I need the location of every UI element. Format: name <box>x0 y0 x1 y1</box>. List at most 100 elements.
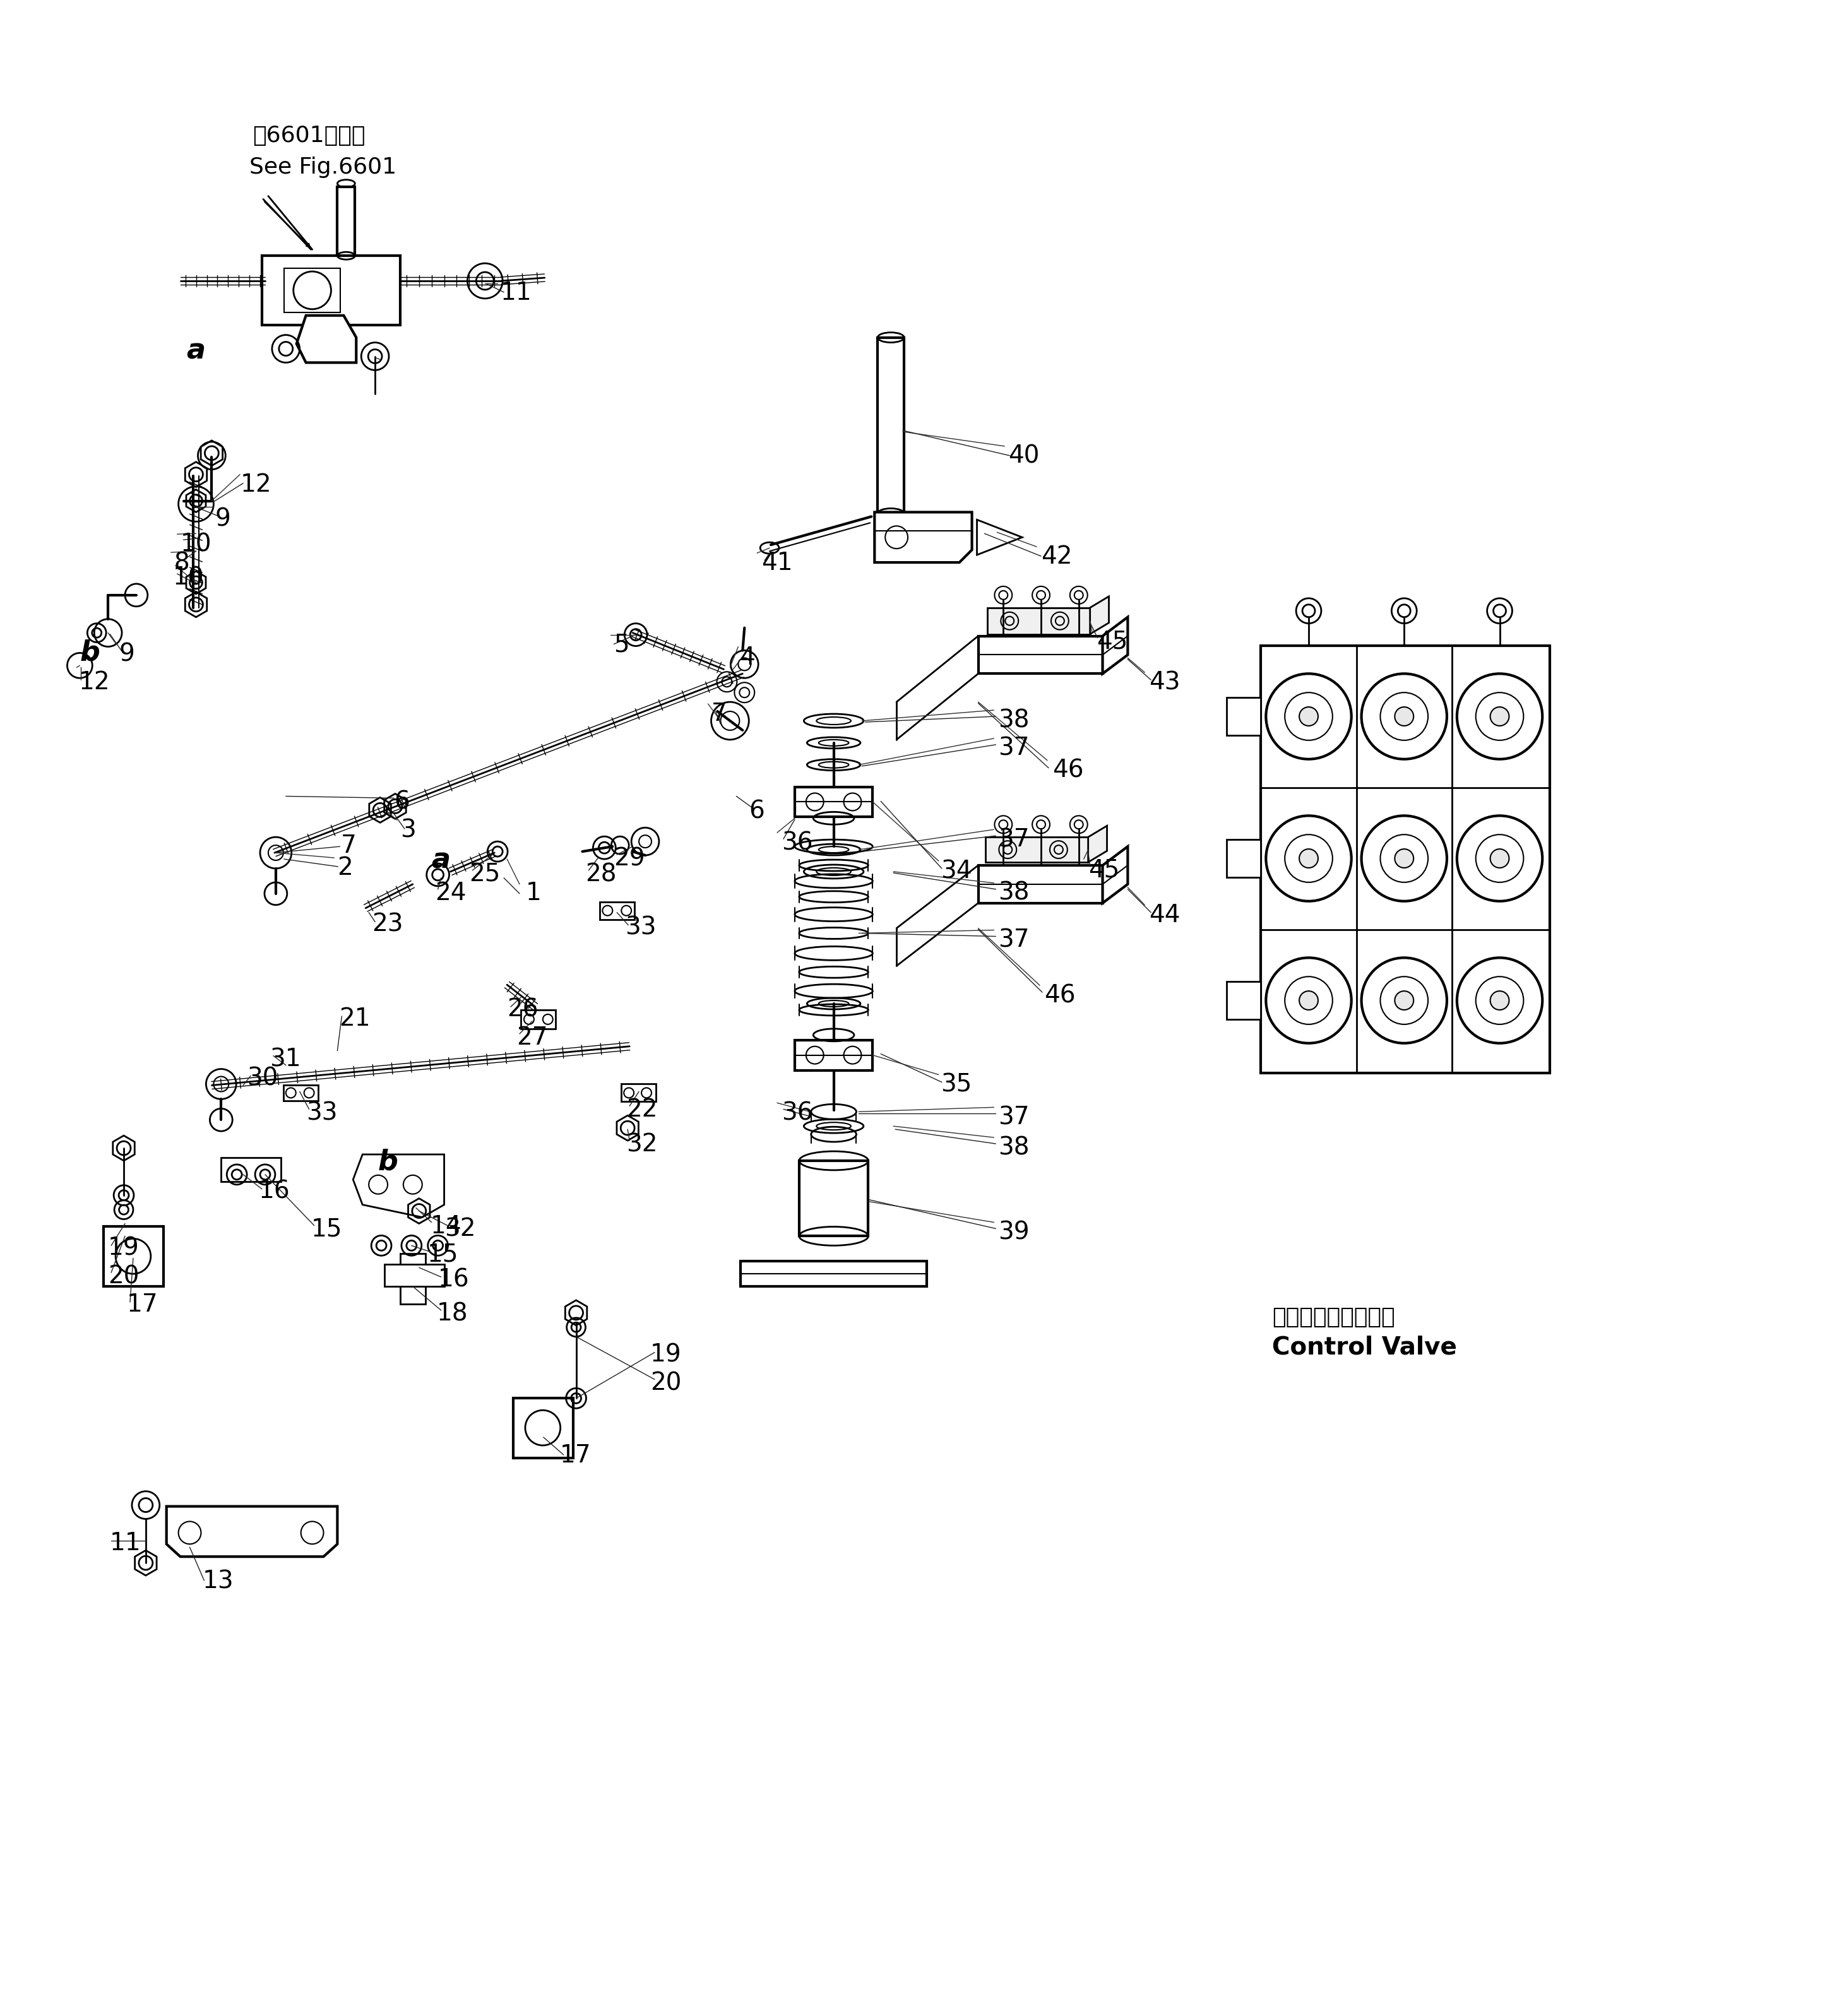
Circle shape <box>1489 849 1510 867</box>
Text: 39: 39 <box>998 1220 1030 1244</box>
Polygon shape <box>1103 847 1129 903</box>
Bar <box>1260 645 1550 1073</box>
Text: 31: 31 <box>269 1048 300 1073</box>
Polygon shape <box>874 512 973 562</box>
Text: 1: 1 <box>526 881 542 905</box>
Text: 45: 45 <box>1088 857 1119 881</box>
Text: 9: 9 <box>119 643 134 665</box>
Text: 4: 4 <box>740 645 755 669</box>
Text: 45: 45 <box>1096 629 1127 653</box>
Text: 29: 29 <box>614 847 645 871</box>
Bar <box>262 256 399 325</box>
Bar <box>601 901 634 919</box>
Bar <box>1226 982 1260 1020</box>
Bar <box>222 1157 280 1181</box>
Polygon shape <box>167 1506 337 1556</box>
Text: 28: 28 <box>586 863 617 887</box>
Text: 6: 6 <box>394 790 410 814</box>
Text: 37: 37 <box>998 1105 1030 1129</box>
Bar <box>1226 839 1260 877</box>
Polygon shape <box>978 635 1103 673</box>
Text: 10: 10 <box>180 532 213 556</box>
Text: a: a <box>187 337 205 365</box>
Text: b: b <box>377 1149 398 1175</box>
Text: 10: 10 <box>172 566 203 589</box>
Text: 7: 7 <box>341 835 355 859</box>
Text: 3: 3 <box>399 818 416 843</box>
Text: 25: 25 <box>469 863 500 887</box>
Text: 32: 32 <box>443 1218 476 1242</box>
Bar <box>520 1010 555 1028</box>
Text: 38: 38 <box>998 708 1030 732</box>
Bar <box>1226 698 1260 736</box>
Text: 37: 37 <box>998 927 1030 952</box>
Polygon shape <box>976 520 1022 554</box>
Text: 32: 32 <box>627 1133 658 1157</box>
Text: 6: 6 <box>749 800 764 823</box>
Text: 37: 37 <box>998 736 1030 760</box>
Text: a: a <box>432 847 451 873</box>
Text: 12: 12 <box>240 472 271 496</box>
Bar <box>385 1264 443 1286</box>
Text: 33: 33 <box>625 915 656 939</box>
Text: 9: 9 <box>214 508 231 530</box>
Polygon shape <box>986 837 1088 863</box>
Text: 16: 16 <box>258 1179 289 1204</box>
Bar <box>621 1085 656 1101</box>
Bar <box>284 268 341 312</box>
Polygon shape <box>297 314 355 363</box>
Text: 17: 17 <box>126 1292 158 1316</box>
Text: 12: 12 <box>79 671 110 696</box>
Text: 20: 20 <box>650 1371 682 1395</box>
Polygon shape <box>987 607 1090 635</box>
Text: 7: 7 <box>711 702 727 726</box>
Text: 17: 17 <box>561 1443 592 1468</box>
Text: 15: 15 <box>427 1242 458 1266</box>
Text: 5: 5 <box>614 633 630 657</box>
Bar <box>878 337 903 514</box>
Text: See Fig.6601: See Fig.6601 <box>249 157 396 177</box>
Text: 38: 38 <box>998 881 1030 905</box>
Text: 38: 38 <box>998 1135 1030 1159</box>
Text: 41: 41 <box>762 550 793 575</box>
Text: 22: 22 <box>627 1099 658 1121</box>
Circle shape <box>1394 849 1414 867</box>
Text: 13: 13 <box>202 1568 234 1593</box>
Text: コントロールバルブ: コントロールバルブ <box>1271 1306 1396 1329</box>
Text: 11: 11 <box>110 1532 141 1556</box>
Text: 21: 21 <box>339 1006 370 1030</box>
Bar <box>513 1399 573 1458</box>
Circle shape <box>1489 992 1510 1010</box>
Text: 30: 30 <box>247 1066 278 1091</box>
Text: 35: 35 <box>940 1073 971 1097</box>
Text: 40: 40 <box>1008 444 1039 468</box>
Text: 46: 46 <box>1052 758 1085 782</box>
Text: 24: 24 <box>434 881 465 905</box>
Text: 8: 8 <box>174 550 191 575</box>
Circle shape <box>1299 708 1317 726</box>
Text: 19: 19 <box>650 1343 682 1367</box>
Circle shape <box>1299 849 1317 867</box>
Bar <box>799 1161 868 1236</box>
Text: b: b <box>81 639 101 665</box>
Polygon shape <box>978 865 1103 903</box>
Polygon shape <box>354 1155 443 1218</box>
Bar <box>337 187 355 256</box>
Text: 27: 27 <box>517 1026 548 1050</box>
Text: 42: 42 <box>1041 544 1072 569</box>
Circle shape <box>1394 708 1414 726</box>
Text: 15: 15 <box>311 1218 343 1242</box>
Text: 26: 26 <box>507 998 539 1022</box>
Text: 11: 11 <box>500 280 531 304</box>
Text: 16: 16 <box>438 1268 469 1292</box>
Bar <box>795 1040 872 1070</box>
Text: 33: 33 <box>306 1101 337 1125</box>
Bar <box>795 786 872 816</box>
Polygon shape <box>1103 617 1129 673</box>
Bar <box>284 1085 319 1101</box>
Circle shape <box>1394 992 1414 1010</box>
Text: 37: 37 <box>998 829 1030 851</box>
Polygon shape <box>1088 827 1107 863</box>
Text: 第6601図参照: 第6601図参照 <box>253 125 365 147</box>
Text: 43: 43 <box>1149 671 1180 696</box>
